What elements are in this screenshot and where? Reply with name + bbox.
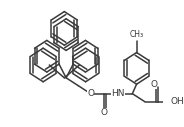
Text: O: O — [87, 89, 94, 98]
Text: CH₃: CH₃ — [130, 30, 144, 39]
Text: OH: OH — [170, 97, 184, 106]
Text: HN: HN — [112, 89, 125, 98]
Text: O: O — [150, 80, 157, 89]
Text: O: O — [101, 108, 108, 117]
